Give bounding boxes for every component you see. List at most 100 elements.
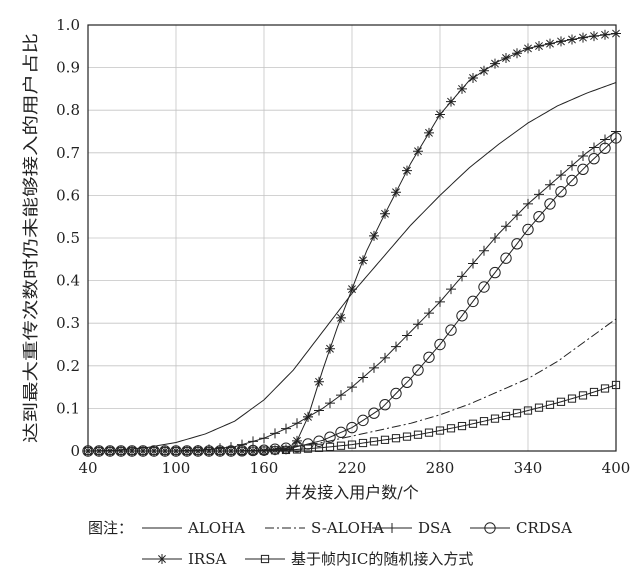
plus-marker [336,390,346,401]
square-marker [391,434,401,443]
circle-marker [566,174,578,187]
square-marker [347,440,357,449]
plus-marker [479,245,489,256]
plus-marker [446,284,456,295]
y-axis-title: 达到最大重传次数时仍未能够接入的用户占比 [21,33,40,443]
square-marker [446,424,456,433]
plot-frame [87,24,617,452]
square-marker [501,411,511,421]
plus-marker [567,160,577,171]
plus-marker [578,150,588,161]
square-marker [292,445,302,454]
y-tick-label: 0.1 [56,399,80,417]
circle-marker [357,414,369,427]
star-marker [578,32,588,43]
circle-marker [390,387,402,400]
square-marker [435,426,445,435]
circle-marker [478,281,490,293]
x-tick-label: 160 [250,459,279,477]
square-marker [270,446,280,455]
x-tick-label: 400 [602,459,631,477]
star-marker [424,127,434,138]
star-marker [281,444,291,455]
square-marker [578,391,588,400]
star-marker [292,435,302,446]
y-tick-label: 0 [70,442,80,460]
star-marker [380,208,390,219]
y-tick-label: 0.6 [56,186,80,204]
y-tick-label: 0.5 [56,229,80,247]
star-marker [358,255,368,266]
legend-entry: 基于帧内IC的随机接入方式 [245,550,473,568]
plus-marker [248,436,258,447]
star-marker [402,165,412,176]
grid [88,25,616,451]
star-marker [369,230,379,241]
plus-marker [391,341,401,352]
x-axis-title: 并发接入用户数/个 [285,483,418,502]
plus-marker [457,271,467,282]
circle-marker [489,266,501,279]
star-marker [457,83,467,94]
square-marker [413,430,423,439]
x-tick-label: 100 [162,459,191,477]
plus-marker [281,423,291,434]
legend-label: DSA [418,519,451,537]
square-marker [424,428,434,437]
plus-marker [534,189,544,200]
square-marker [336,441,346,450]
plus-marker [589,142,599,153]
star-marker [600,29,610,40]
square-marker [260,554,270,564]
circle-marker [577,163,589,176]
square-marker [512,409,522,418]
square-marker [490,414,500,423]
circle-marker [544,198,556,210]
legend-entry: IRSA [142,550,226,568]
circle-marker [588,152,600,165]
legend-label: 基于帧内IC的随机接入方式 [291,550,473,568]
square-marker [545,400,555,409]
star-marker [490,58,500,69]
tick-labels: 40 100 160 220 280 340 400 0 0.1 0.2 0.3 0.4 0.5 0.6 0… [56,16,630,477]
y-tick-label: 0.4 [56,272,80,290]
star-marker [567,34,577,45]
legend-entry: DSA [372,519,451,537]
y-tick-label: 0.7 [56,144,80,162]
circle-marker [467,295,479,308]
square-marker [567,394,577,403]
plus-marker [512,210,522,221]
star-marker [556,36,566,47]
plus-marker [501,221,511,232]
y-tick-label: 1.0 [56,16,80,34]
star-marker [479,65,489,76]
x-tick-label: 220 [338,459,367,477]
plus-marker [314,405,324,416]
circle-marker [412,364,424,376]
y-tick-label: 0.9 [56,59,80,77]
circle-marker [484,522,496,534]
star-marker [303,411,313,422]
x-tick-label: 340 [514,459,543,477]
plus-marker [380,352,390,363]
star-marker [468,72,478,83]
star-marker [501,53,511,64]
star-marker [391,187,401,198]
plus-marker [347,382,357,393]
square-marker [556,397,566,406]
plus-marker [325,398,335,409]
x-tick-label: 40 [78,459,97,477]
square-marker [457,421,467,431]
star-marker [435,109,445,120]
circle-marker [456,310,468,322]
star-marker [336,312,346,323]
square-marker [358,438,368,448]
star-marker [413,146,423,157]
star-marker [589,31,599,42]
square-marker [600,384,610,393]
circle-marker [500,252,512,264]
circle-marker [445,324,457,336]
circle-marker [335,426,347,439]
square-marker [468,419,478,428]
